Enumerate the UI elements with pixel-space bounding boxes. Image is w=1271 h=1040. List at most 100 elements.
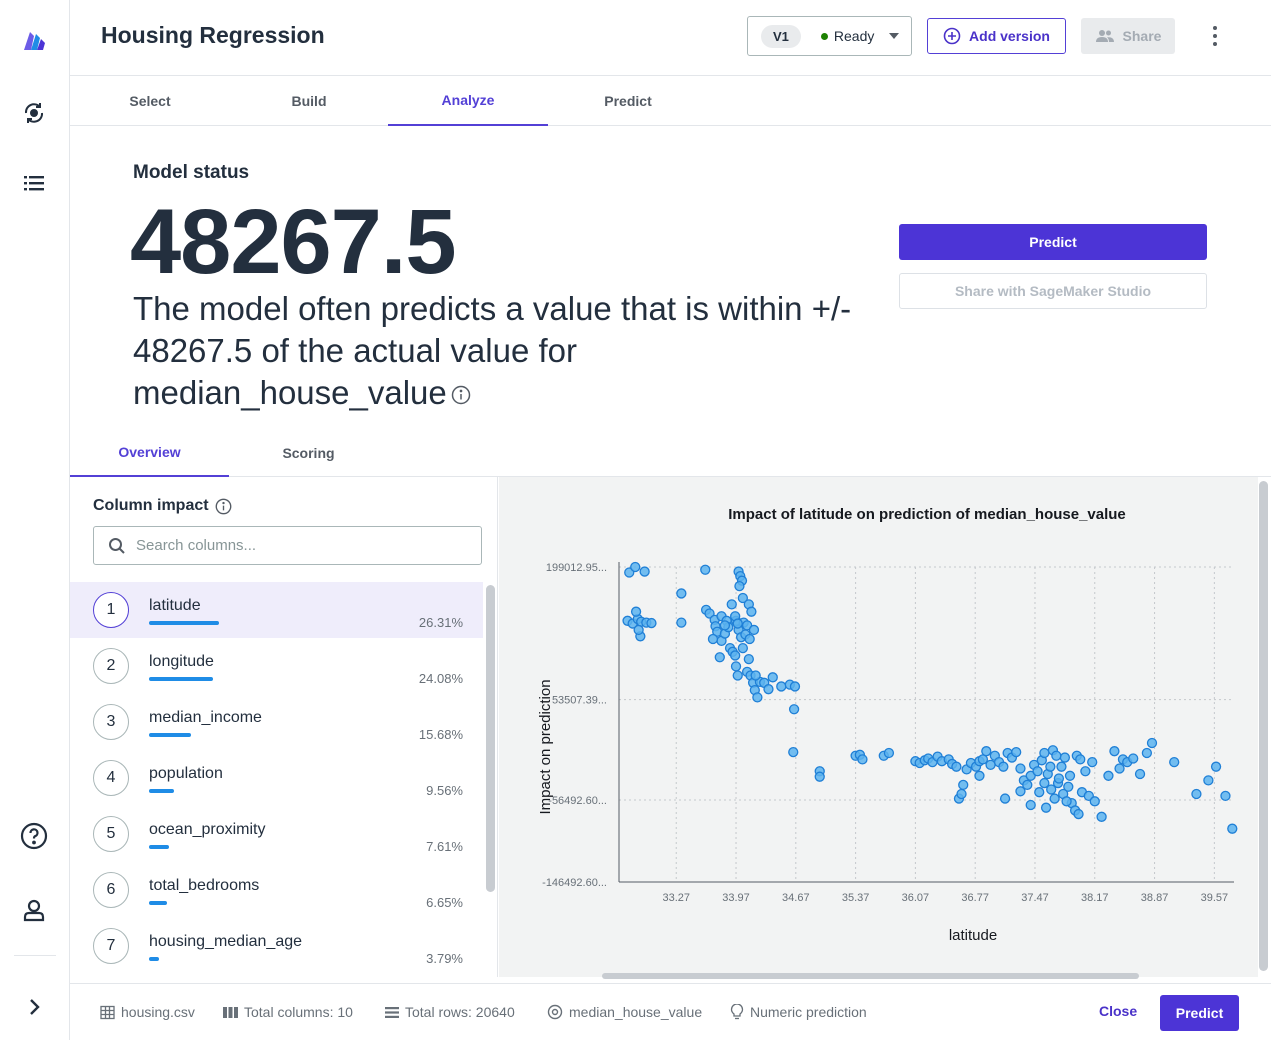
help-icon[interactable] <box>15 817 53 855</box>
tab-scoring[interactable]: Scoring <box>282 444 335 461</box>
data-point <box>1063 781 1074 792</box>
info-icon[interactable] <box>215 498 232 515</box>
data-point <box>883 747 895 759</box>
data-point <box>746 606 757 617</box>
impact-percentage: 24.08% <box>418 671 463 686</box>
data-point <box>985 759 996 771</box>
target-icon <box>547 1004 563 1020</box>
data-point <box>974 770 985 781</box>
tab-build[interactable]: Build <box>291 93 327 109</box>
y-tick-label: -146492.60... <box>542 877 607 889</box>
model-status-label: Model status <box>133 162 250 183</box>
data-point <box>1039 747 1050 759</box>
rows-info: Total rows: 20640 <box>385 1004 515 1020</box>
chart-horizontal-scrollbar[interactable] <box>602 973 1139 979</box>
user-profile-icon[interactable] <box>15 891 53 929</box>
data-point <box>1015 786 1026 797</box>
y-tick-label: 53507.39... <box>552 695 607 707</box>
data-point <box>1040 802 1052 813</box>
rows-icon <box>385 1006 399 1018</box>
users-icon <box>1095 30 1114 42</box>
column-impact-item[interactable]: 2 longitude 24.08% <box>70 638 483 694</box>
search-box[interactable] <box>93 526 482 565</box>
data-point <box>714 652 725 663</box>
impact-scatter-chart: Impact of latitude on prediction of medi… <box>537 506 1238 944</box>
more-options-icon[interactable] <box>1203 22 1227 50</box>
column-impact-item[interactable]: 6 total_bedrooms 6.65% <box>70 862 483 918</box>
data-point <box>719 620 731 631</box>
dataset-name: housing.csv <box>121 1004 195 1020</box>
column-impact-item[interactable]: 5 ocean_proximity 7.61% <box>70 806 483 862</box>
close-button[interactable]: Close <box>1099 1003 1138 1019</box>
data-point <box>732 618 743 629</box>
data-point <box>788 746 799 758</box>
column-list-scrollbar[interactable] <box>486 585 495 892</box>
predict-button[interactable]: Predict <box>899 224 1207 260</box>
data-point <box>1128 753 1139 764</box>
canvas-logo-icon[interactable] <box>15 22 53 60</box>
data-point <box>1146 737 1158 749</box>
expand-chevron-icon[interactable] <box>15 988 53 1026</box>
data-point <box>630 561 641 573</box>
data-point <box>630 606 642 617</box>
column-name: housing_median_age <box>149 933 303 950</box>
data-point <box>1089 796 1100 807</box>
tab-select[interactable]: Select <box>129 93 171 109</box>
chart-area: Impact of latitude on prediction of medi… <box>499 477 1258 977</box>
target-info: median_house_value <box>547 1004 702 1020</box>
data-point <box>1053 773 1065 784</box>
data-point <box>1087 756 1098 768</box>
data-point <box>1220 790 1231 802</box>
data-point <box>1109 746 1120 757</box>
column-impact-item[interactable]: 7 housing_median_age 3.79% <box>70 918 483 974</box>
data-point <box>1080 766 1091 777</box>
x-tick-label: 38.87 <box>1141 892 1169 904</box>
data-point <box>639 566 650 577</box>
share-button[interactable]: Share <box>1081 18 1175 54</box>
data-point <box>1096 811 1107 822</box>
column-impact-item[interactable]: 4 population 9.56% <box>70 750 483 806</box>
search-icon <box>109 537 125 554</box>
column-impact-item[interactable]: 3 median_income 15.68% <box>70 694 483 750</box>
footer-predict-button[interactable]: Predict <box>1160 995 1239 1031</box>
rank-badge: 5 <box>93 816 129 852</box>
info-icon[interactable] <box>451 385 471 405</box>
impact-percentage: 6.65% <box>426 895 463 910</box>
version-select[interactable]: V1 Ready <box>747 16 912 56</box>
data-point <box>958 779 969 791</box>
plus-circle-icon <box>943 27 961 45</box>
list-icon[interactable] <box>15 164 53 202</box>
add-version-button[interactable]: Add version <box>927 18 1066 54</box>
left-rail <box>0 0 70 1040</box>
data-point <box>1073 808 1084 820</box>
data-point <box>1051 750 1062 761</box>
data-point <box>743 653 754 665</box>
data-point <box>789 681 801 692</box>
model-status-description: The model often predicts a value that is… <box>133 288 873 414</box>
table-icon <box>100 1005 115 1019</box>
rank-badge: 3 <box>93 704 129 740</box>
data-point <box>999 793 1011 804</box>
data-point <box>748 624 760 636</box>
data-point <box>676 588 687 599</box>
tab-analyze[interactable]: Analyze <box>388 76 548 126</box>
rank-badge: 6 <box>93 872 129 908</box>
data-point <box>1114 763 1125 774</box>
x-tick-label: 33.97 <box>722 892 750 904</box>
tab-predict[interactable]: Predict <box>604 93 652 109</box>
x-tick-label: 33.27 <box>662 892 690 904</box>
x-axis-label: latitude <box>949 927 997 944</box>
column-impact-item[interactable]: 1 latitude 26.31% <box>70 582 483 638</box>
tab-overview[interactable]: Overview <box>70 428 229 477</box>
column-name: total_bedrooms <box>149 877 260 894</box>
models-icon[interactable] <box>15 94 53 132</box>
x-tick-label: 36.77 <box>961 892 989 904</box>
data-point <box>737 592 749 604</box>
share-studio-button[interactable]: Share with SageMaker Studio <box>899 273 1207 309</box>
data-point <box>700 564 711 575</box>
y-axis-label: Impact on prediction <box>537 679 554 814</box>
data-point <box>1210 761 1222 772</box>
chart-vertical-scrollbar[interactable] <box>1259 481 1268 971</box>
search-input[interactable] <box>136 537 456 554</box>
column-name: latitude <box>149 597 201 614</box>
